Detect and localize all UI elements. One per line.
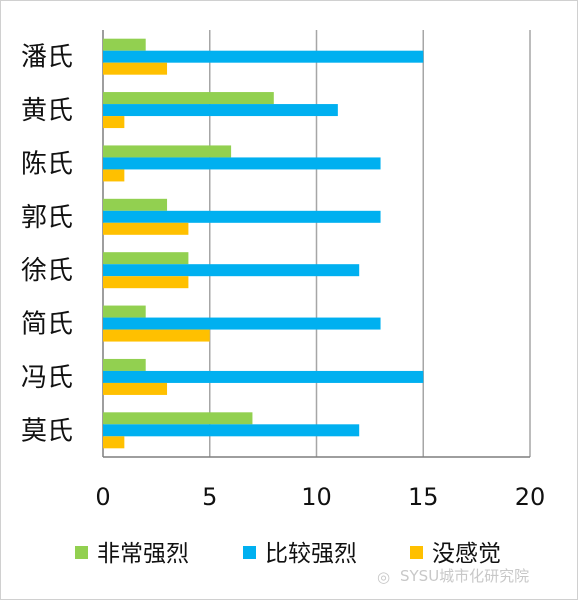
bar-2 [103, 370, 424, 383]
bar-3 [103, 436, 125, 449]
bar-2 [103, 210, 381, 223]
bar-2 [103, 104, 338, 117]
legend-swatch [75, 546, 88, 559]
bar-1 [103, 252, 189, 265]
bar-1 [103, 145, 232, 158]
bar-3 [103, 116, 125, 129]
x-tick-label: 20 [515, 483, 546, 511]
bar-1 [103, 412, 253, 425]
bar-1 [103, 305, 146, 318]
category-label: 莫氏 [21, 416, 73, 446]
bar-1 [103, 358, 146, 371]
watermark-text: SYSU城市化研究院 [400, 567, 529, 585]
bar-2 [103, 50, 424, 63]
bar-1 [103, 92, 274, 105]
bar-3 [103, 62, 168, 75]
legend-swatch [410, 546, 423, 559]
bar-2 [103, 424, 360, 437]
x-tick-label: 15 [408, 483, 439, 511]
category-label: 潘氏 [21, 43, 73, 73]
bar-1 [103, 198, 168, 211]
bar-3 [103, 169, 125, 182]
bar-3 [103, 222, 189, 235]
x-tick-label: 5 [202, 483, 217, 511]
bar-1 [103, 38, 146, 51]
x-tick-label: 10 [301, 483, 332, 511]
bar-2 [103, 264, 360, 277]
category-label: 冯氏 [21, 363, 73, 393]
category-label: 黄氏 [21, 96, 73, 126]
category-label: 简氏 [21, 310, 73, 340]
bar-3 [103, 329, 210, 342]
bar-3 [103, 382, 168, 395]
wechat-icon: ◎ [377, 568, 390, 586]
bar-2 [103, 157, 381, 170]
legend-label: 比较强烈 [265, 541, 357, 567]
legend-label: 没感觉 [432, 541, 501, 567]
legend-label: 非常强烈 [97, 541, 189, 567]
bar-3 [103, 276, 189, 289]
bar-2 [103, 317, 381, 330]
category-label: 徐氏 [21, 256, 73, 286]
category-label: 陈氏 [21, 149, 73, 179]
category-label: 郭氏 [21, 203, 73, 233]
legend-swatch [243, 546, 256, 559]
x-tick-label: 0 [95, 483, 110, 511]
